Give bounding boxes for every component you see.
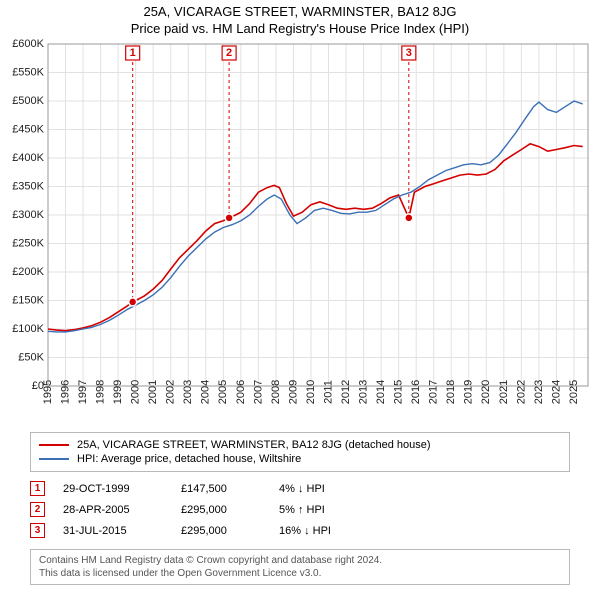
marker-number: 2 bbox=[226, 47, 232, 59]
y-tick-label: £300K bbox=[12, 209, 44, 221]
x-tick-label: 2022 bbox=[515, 380, 527, 404]
y-tick-label: £200K bbox=[12, 266, 44, 278]
x-tick-label: 2006 bbox=[235, 380, 247, 404]
x-tick-label: 2023 bbox=[533, 380, 545, 404]
x-tick-label: 2002 bbox=[165, 380, 177, 404]
transaction-row: 1 29-OCT-1999 £147,500 4% ↓ HPI bbox=[30, 478, 570, 499]
y-tick-label: £150K bbox=[12, 294, 44, 306]
transaction-delta: 16% ↓ HPI bbox=[279, 525, 389, 537]
chart: £0£50K£100K£150K£200K£250K£300K£350K£400… bbox=[0, 38, 600, 428]
transaction-delta: 4% ↓ HPI bbox=[279, 483, 389, 495]
x-tick-label: 2011 bbox=[322, 380, 334, 404]
x-tick-label: 2021 bbox=[498, 380, 510, 404]
title-subtitle: Price paid vs. HM Land Registry's House … bbox=[0, 21, 600, 36]
x-tick-label: 2000 bbox=[130, 380, 142, 404]
y-tick-label: £550K bbox=[12, 66, 44, 78]
x-tick-label: 1996 bbox=[59, 380, 71, 404]
legend-row: 25A, VICARAGE STREET, WARMINSTER, BA12 8… bbox=[39, 439, 561, 451]
y-tick-label: £600K bbox=[12, 38, 44, 50]
transaction-row: 2 28-APR-2005 £295,000 5% ↑ HPI bbox=[30, 499, 570, 520]
x-tick-label: 2009 bbox=[287, 380, 299, 404]
attribution-line1: Contains HM Land Registry data © Crown c… bbox=[39, 554, 561, 567]
legend-swatch bbox=[39, 458, 69, 460]
x-tick-label: 2019 bbox=[463, 380, 475, 404]
x-tick-label: 1997 bbox=[77, 380, 89, 404]
title-address: 25A, VICARAGE STREET, WARMINSTER, BA12 8… bbox=[0, 4, 600, 19]
transaction-marker: 2 bbox=[30, 502, 45, 517]
x-tick-label: 2004 bbox=[200, 380, 212, 404]
attribution-line2: This data is licensed under the Open Gov… bbox=[39, 567, 561, 580]
transactions-table: 1 29-OCT-1999 £147,500 4% ↓ HPI 2 28-APR-2005… bbox=[30, 478, 570, 541]
transaction-price: £295,000 bbox=[181, 525, 261, 537]
x-tick-label: 2010 bbox=[305, 380, 317, 404]
attribution-box: Contains HM Land Registry data © Crown c… bbox=[30, 549, 570, 585]
x-tick-label: 2007 bbox=[252, 380, 264, 404]
legend-label: HPI: Average price, detached house, Wilt… bbox=[77, 453, 301, 465]
x-tick-label: 2015 bbox=[393, 380, 405, 404]
x-tick-label: 2016 bbox=[410, 380, 422, 404]
transaction-marker: 1 bbox=[30, 481, 45, 496]
legend-label: 25A, VICARAGE STREET, WARMINSTER, BA12 8… bbox=[77, 439, 431, 451]
y-tick-label: £400K bbox=[12, 152, 44, 164]
x-tick-label: 2008 bbox=[270, 380, 282, 404]
x-tick-label: 2003 bbox=[182, 380, 194, 404]
marker-dot bbox=[405, 214, 413, 222]
transaction-delta: 5% ↑ HPI bbox=[279, 504, 389, 516]
x-tick-label: 2014 bbox=[375, 380, 387, 404]
page-root: 25A, VICARAGE STREET, WARMINSTER, BA12 8… bbox=[0, 0, 600, 585]
y-tick-label: £100K bbox=[12, 323, 44, 335]
x-tick-label: 2025 bbox=[568, 380, 580, 404]
marker-dot bbox=[225, 214, 233, 222]
y-tick-label: £50K bbox=[18, 351, 44, 363]
y-tick-label: £450K bbox=[12, 123, 44, 135]
transaction-price: £295,000 bbox=[181, 504, 261, 516]
transaction-price: £147,500 bbox=[181, 483, 261, 495]
marker-dot bbox=[129, 298, 137, 306]
x-tick-label: 2020 bbox=[480, 380, 492, 404]
x-tick-label: 2005 bbox=[217, 380, 229, 404]
x-tick-label: 2012 bbox=[340, 380, 352, 404]
x-tick-label: 2001 bbox=[147, 380, 159, 404]
x-tick-label: 2018 bbox=[445, 380, 457, 404]
legend-row: HPI: Average price, detached house, Wilt… bbox=[39, 453, 561, 465]
legend-swatch bbox=[39, 444, 69, 446]
x-tick-label: 2013 bbox=[357, 380, 369, 404]
marker-number: 1 bbox=[130, 47, 136, 59]
transaction-date: 29-OCT-1999 bbox=[63, 483, 163, 495]
x-tick-label: 2017 bbox=[428, 380, 440, 404]
marker-number: 3 bbox=[406, 47, 412, 59]
legend: 25A, VICARAGE STREET, WARMINSTER, BA12 8… bbox=[30, 432, 570, 472]
title-block: 25A, VICARAGE STREET, WARMINSTER, BA12 8… bbox=[0, 0, 600, 38]
y-tick-label: £250K bbox=[12, 237, 44, 249]
x-tick-label: 1999 bbox=[112, 380, 124, 404]
transaction-date: 31-JUL-2015 bbox=[63, 525, 163, 537]
transaction-marker: 3 bbox=[30, 523, 45, 538]
x-tick-label: 2024 bbox=[550, 380, 562, 404]
y-tick-label: £500K bbox=[12, 95, 44, 107]
x-tick-label: 1998 bbox=[95, 380, 107, 404]
transaction-row: 3 31-JUL-2015 £295,000 16% ↓ HPI bbox=[30, 520, 570, 541]
y-tick-label: £350K bbox=[12, 180, 44, 192]
transaction-date: 28-APR-2005 bbox=[63, 504, 163, 516]
chart-svg: £0£50K£100K£150K£200K£250K£300K£350K£400… bbox=[0, 38, 600, 428]
